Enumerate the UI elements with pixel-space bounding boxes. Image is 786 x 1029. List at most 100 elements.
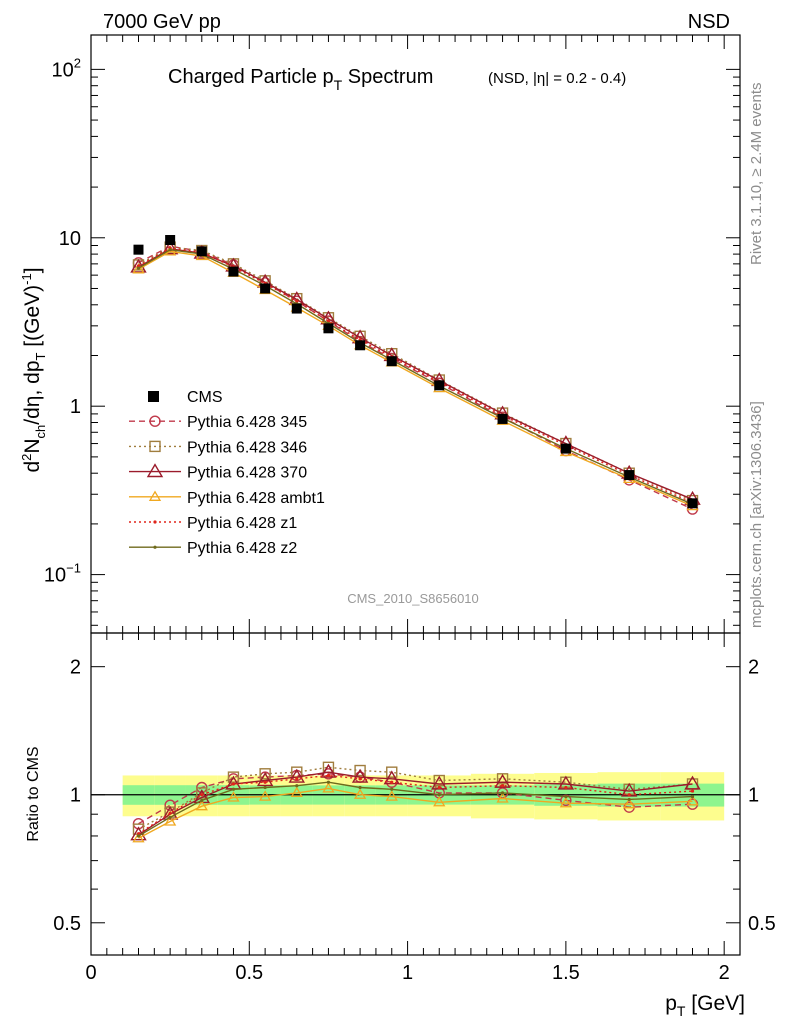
- ratio-series-ambt1-point: [164, 815, 177, 826]
- ratio-series-z2-point: [168, 815, 172, 819]
- energy-label: 7000 GeV pp: [103, 11, 221, 33]
- ratio-series-z1-point: [136, 832, 141, 836]
- ratio-series-ambt1-point: [290, 786, 303, 798]
- x-tick-label: 1: [402, 962, 413, 984]
- main-series-cms-point: [687, 498, 698, 509]
- rivet-version-label: Rivet 3.1.10, ≥ 2.4M events: [748, 83, 765, 266]
- ratio-series-p370-point: [288, 768, 306, 783]
- legend-entry-ambt1: Pythia 6.428 ambt1: [129, 490, 325, 507]
- main-y-tick-label: 10−1: [44, 561, 81, 587]
- ratio-series-z2-point: [627, 797, 631, 802]
- ratio-series-z1-point: [231, 782, 236, 786]
- main-series-cms-point: [165, 235, 176, 246]
- ratio-series-ambt1-point: [132, 832, 145, 843]
- main-series-cms-point: [228, 266, 239, 277]
- ratio-series-p370-point: [684, 775, 701, 790]
- main-series-p370-point: [161, 240, 179, 255]
- main-series-cms-point: [291, 303, 302, 314]
- legend-label-ambt1: Pythia 6.428 ambt1: [187, 490, 325, 507]
- ratio-frame: [90, 632, 741, 956]
- main-y-tick-label: 102: [52, 55, 81, 81]
- main-series-cms-point: [133, 244, 144, 255]
- plot-title-subscript: T: [334, 77, 343, 93]
- main-y-tick-label: 1: [70, 396, 81, 418]
- ratio-series-p370-line: [138, 771, 693, 836]
- x-tick-label: 1.5: [552, 962, 580, 984]
- ratio-y-tick-label-left: 0.5: [53, 913, 81, 935]
- ratio-series-ambt1-point: [623, 797, 636, 809]
- main-series-z1-point: [295, 299, 299, 303]
- ratio-series-z2-point: [200, 798, 204, 802]
- ratio-series-p346-point: [433, 774, 445, 787]
- ratio-series-z1-point: [168, 811, 172, 815]
- main-series-layer: [130, 235, 701, 515]
- main-series-cms-point: [355, 340, 366, 351]
- ratio-series-p345-point: [164, 799, 176, 811]
- main-series-z2-point: [168, 248, 172, 252]
- ratio-series-ambt1-line: [138, 787, 693, 839]
- ratio-y-tick-label-left: 2: [70, 657, 81, 679]
- plot-title-main: Charged Particle p: [168, 66, 334, 88]
- ratio-series-p370-point: [256, 772, 274, 787]
- ratio-axes: 0.5 0.5 1 1 2 2 0 0.5 1 1.5 2: [53, 632, 776, 984]
- y-axis-label-main: d2Nch/dη, dpT [(GeV)-1]: [19, 267, 48, 472]
- ratio-series-ambt1-point: [686, 795, 699, 806]
- main-series-cms-point: [323, 323, 334, 334]
- main-series-ambt1-point: [132, 263, 145, 274]
- main-series-cms-point: [497, 413, 508, 424]
- ratio-series-z2-point: [500, 791, 505, 795]
- ratio-series-p346-line: [138, 766, 693, 830]
- legend-entry-p346: Pythia 6.428 346: [129, 439, 307, 456]
- legend-marker-ambt1: [148, 490, 162, 501]
- ratio-series-ambt1-point: [353, 788, 367, 799]
- ratio-series-p370-point: [161, 805, 179, 820]
- ratio-series-layer: [130, 761, 701, 843]
- main-series-z2-point: [136, 266, 141, 270]
- ratio-series-z2-point: [437, 793, 441, 797]
- main-series-cms-point: [196, 246, 207, 257]
- ratio-series-z1-point: [564, 785, 568, 790]
- ratio-series-z2-point: [263, 785, 267, 790]
- ratio-series-z2-point: [390, 787, 394, 791]
- x-tick-label: 2: [719, 962, 730, 984]
- legend-marker-cms: [148, 391, 159, 402]
- ratio-series-p346-point: [496, 773, 509, 785]
- x-tick-label: 0.5: [235, 962, 263, 984]
- ratio-series-ambt1-point: [496, 792, 509, 803]
- ratio-series-p370-point: [351, 768, 369, 783]
- legend-entry-p345: Pythia 6.428 345: [129, 414, 307, 431]
- legend-marker-z2: [153, 545, 157, 549]
- ratio-series-z1-point: [263, 780, 267, 784]
- ratio-series-z1-point: [358, 777, 362, 781]
- ratio-series-p346-point: [354, 764, 366, 777]
- main-axes: 10−1 1 10 102: [44, 34, 741, 634]
- ratio-series-z2-point: [136, 834, 141, 838]
- legend-label-p370: Pythia 6.428 370: [187, 465, 307, 482]
- ratio-series-p346-point: [227, 771, 240, 783]
- plot-title-end: Spectrum: [342, 66, 433, 88]
- x-axis-label: pT [GeV]: [665, 992, 745, 1019]
- ratio-series-z2-point: [690, 794, 695, 799]
- ratio-series-z2-point: [358, 785, 362, 790]
- main-series-z2-line: [138, 248, 693, 505]
- ratio-series-ambt1-point: [385, 790, 398, 801]
- ratio-series-ambt1-point: [433, 795, 446, 807]
- ratio-series-z2-point: [231, 787, 236, 791]
- ratio-series-ambt1-point: [227, 791, 240, 802]
- legend-marker-p345: [149, 415, 161, 427]
- ratio-series-z2-point: [295, 784, 299, 788]
- ratio-y-tick-label-right: 2: [748, 657, 759, 679]
- legend-label-cms: CMS: [187, 389, 223, 406]
- ratio-series-ambt1-point: [195, 799, 208, 811]
- main-series-cms-point: [260, 283, 271, 294]
- process-label: NSD: [688, 11, 730, 33]
- legend-entry-z1: Pythia 6.428 z1: [129, 515, 297, 532]
- ratio-series-z1-point: [627, 793, 631, 797]
- ratio-series-z1-point: [437, 785, 441, 790]
- legend-label-p345: Pythia 6.428 345: [187, 414, 307, 431]
- main-series-cms-point: [386, 356, 397, 367]
- ratio-series-z2-line: [138, 781, 693, 837]
- legend-marker-p346: [149, 440, 161, 453]
- legend-label-p346: Pythia 6.428 346: [187, 439, 307, 456]
